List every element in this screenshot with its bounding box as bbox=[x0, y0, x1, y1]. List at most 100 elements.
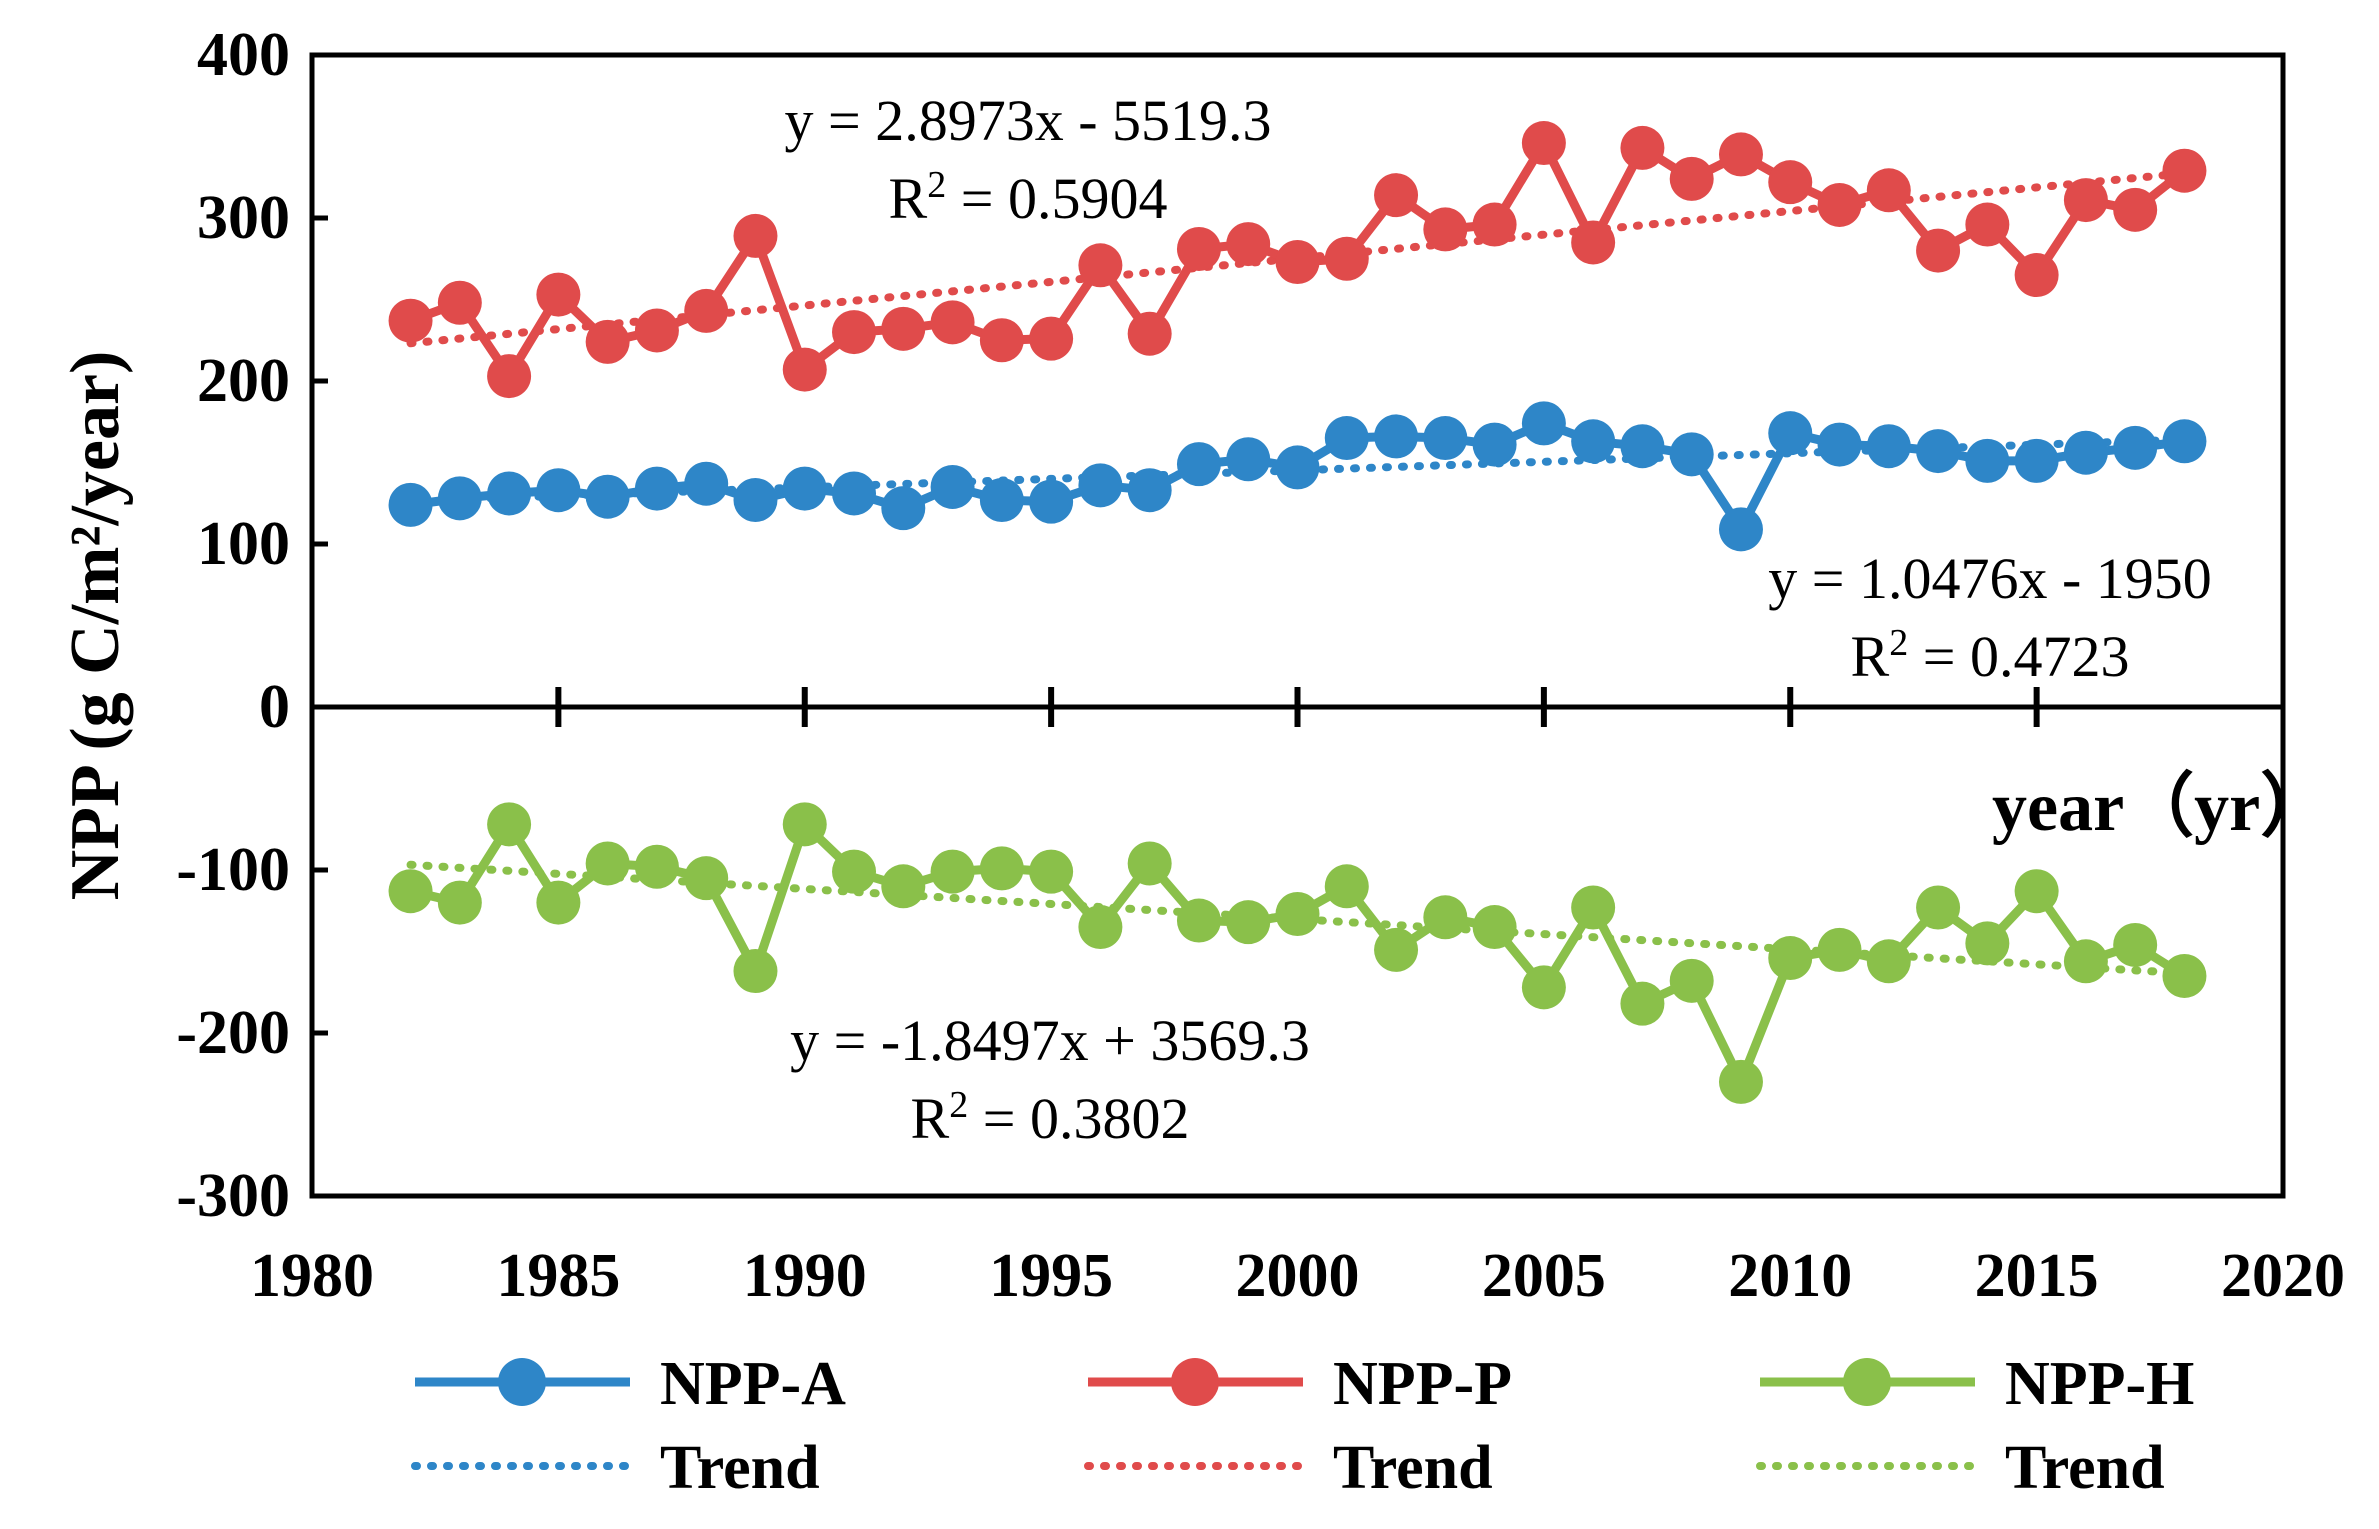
data-point-npp-p bbox=[684, 288, 729, 333]
data-point-npp-h bbox=[634, 844, 679, 889]
data-point-npp-h bbox=[684, 856, 729, 901]
data-point-npp-p bbox=[1965, 202, 2010, 247]
legend-label: Trend bbox=[660, 1434, 820, 1502]
data-point-npp-a bbox=[782, 466, 827, 511]
data-point-npp-h bbox=[388, 869, 433, 914]
data-point-npp-a bbox=[1423, 416, 1468, 461]
data-point-npp-a bbox=[2014, 438, 2059, 483]
data-point-npp-a bbox=[1571, 419, 1616, 464]
data-point-npp-a bbox=[1817, 422, 1862, 467]
data-point-npp-h bbox=[1472, 905, 1517, 950]
data-point-npp-a bbox=[1127, 468, 1172, 513]
data-point-npp-p bbox=[1669, 156, 1714, 201]
data-point-npp-p bbox=[1423, 207, 1468, 252]
data-point-npp-p bbox=[1768, 160, 1813, 205]
data-point-npp-h bbox=[2162, 953, 2207, 998]
data-point-npp-p bbox=[1226, 222, 1271, 267]
data-point-npp-a bbox=[1078, 463, 1123, 508]
y-tick-label: 0 bbox=[259, 673, 290, 741]
data-point-npp-a bbox=[1275, 445, 1320, 490]
data-point-npp-h bbox=[1226, 900, 1271, 945]
data-point-npp-a bbox=[1472, 422, 1517, 467]
data-point-npp-h bbox=[832, 849, 877, 894]
data-point-npp-h bbox=[733, 949, 778, 994]
data-point-npp-h bbox=[1768, 936, 1813, 981]
data-point-npp-p bbox=[1571, 220, 1616, 265]
x-tick-label: 1990 bbox=[743, 1242, 867, 1310]
data-point-npp-p bbox=[930, 300, 975, 345]
data-point-npp-a bbox=[733, 477, 778, 522]
data-point-npp-p bbox=[487, 354, 532, 399]
data-point-npp-h bbox=[487, 802, 532, 847]
data-point-npp-h bbox=[1423, 895, 1468, 940]
data-point-npp-a bbox=[487, 471, 532, 516]
data-point-npp-h bbox=[1965, 921, 2010, 966]
data-point-npp-a bbox=[634, 466, 679, 511]
r-squared-label: R2 = 0.4723 bbox=[1851, 622, 2130, 689]
x-tick-label: 2005 bbox=[1482, 1242, 1606, 1310]
data-point-npp-h bbox=[585, 841, 630, 886]
legend-label: Trend bbox=[2005, 1434, 2165, 1502]
x-tick-label: 2000 bbox=[1236, 1242, 1360, 1310]
data-point-npp-a bbox=[585, 474, 630, 519]
data-point-npp-a bbox=[1226, 437, 1271, 482]
r-squared-label: R2 = 0.3802 bbox=[911, 1084, 1190, 1151]
data-point-npp-p bbox=[1866, 168, 1911, 213]
equation-label: y = -1.8497x + 3569.3 bbox=[790, 1008, 1310, 1073]
data-point-npp-p bbox=[1176, 226, 1221, 271]
data-point-npp-a bbox=[1916, 429, 1961, 474]
data-point-npp-p bbox=[1472, 202, 1517, 247]
legend-label: NPP-A bbox=[660, 1350, 846, 1418]
data-point-npp-h bbox=[1817, 927, 1862, 972]
data-point-npp-a bbox=[2113, 425, 2158, 470]
data-point-npp-h bbox=[536, 880, 581, 925]
equation-label: y = 2.8973x - 5519.3 bbox=[784, 88, 1271, 153]
data-point-npp-p bbox=[388, 298, 433, 343]
data-point-npp-p bbox=[1620, 125, 1665, 170]
data-point-npp-p bbox=[2113, 187, 2158, 232]
data-point-npp-a bbox=[536, 468, 581, 513]
data-point-npp-h bbox=[1669, 958, 1714, 1003]
legend-layer: NPP-A NPP-P NPP-H Trend Trend Trend bbox=[411, 1350, 2194, 1502]
data-point-npp-h bbox=[881, 864, 926, 909]
x-tick-label: 1995 bbox=[989, 1242, 1113, 1310]
data-point-npp-p bbox=[1127, 311, 1172, 356]
data-point-npp-h bbox=[1275, 892, 1320, 937]
data-point-npp-a bbox=[1669, 432, 1714, 477]
data-point-npp-p bbox=[2162, 148, 2207, 193]
y-tick-label: 400 bbox=[197, 21, 290, 89]
data-point-npp-h bbox=[2063, 939, 2108, 984]
text-layer: NPP (g C/m²/year) year（yr） y = 1.0476x - 1… bbox=[57, 88, 2330, 1151]
y-tick-label: -100 bbox=[176, 836, 290, 904]
data-point-npp-a bbox=[437, 476, 482, 521]
r-squared-label: R2 = 0.5904 bbox=[889, 164, 1168, 231]
data-point-npp-a bbox=[388, 482, 433, 527]
y-tick-label: 300 bbox=[197, 184, 290, 252]
data-point-npp-h bbox=[1176, 898, 1221, 943]
data-point-npp-h bbox=[1078, 905, 1123, 950]
data-point-npp-p bbox=[2063, 178, 2108, 223]
data-point-npp-p bbox=[733, 213, 778, 258]
data-point-npp-a bbox=[1768, 411, 1813, 456]
data-point-npp-a bbox=[684, 461, 729, 506]
data-point-npp-h bbox=[1571, 885, 1616, 930]
data-point-npp-a bbox=[1324, 416, 1369, 461]
data-point-npp-h bbox=[1866, 939, 1911, 984]
legend-marker-swatch bbox=[1843, 1358, 1891, 1406]
data-point-npp-p bbox=[1718, 132, 1763, 177]
x-tick-label: 2015 bbox=[1975, 1242, 2099, 1310]
data-point-npp-h bbox=[782, 802, 827, 847]
data-point-npp-a bbox=[1965, 438, 2010, 483]
data-point-npp-p bbox=[585, 319, 630, 364]
y-tick-label: -200 bbox=[176, 999, 290, 1067]
data-point-npp-p bbox=[2014, 253, 2059, 298]
plot-frame bbox=[309, 52, 2286, 1199]
data-point-npp-h bbox=[1916, 885, 1961, 930]
data-point-npp-h bbox=[1029, 849, 1074, 894]
data-point-npp-a bbox=[1374, 414, 1419, 459]
data-point-npp-h bbox=[2014, 869, 2059, 914]
y-tick-label: 200 bbox=[197, 347, 290, 415]
y-tick-label: -300 bbox=[176, 1162, 290, 1230]
